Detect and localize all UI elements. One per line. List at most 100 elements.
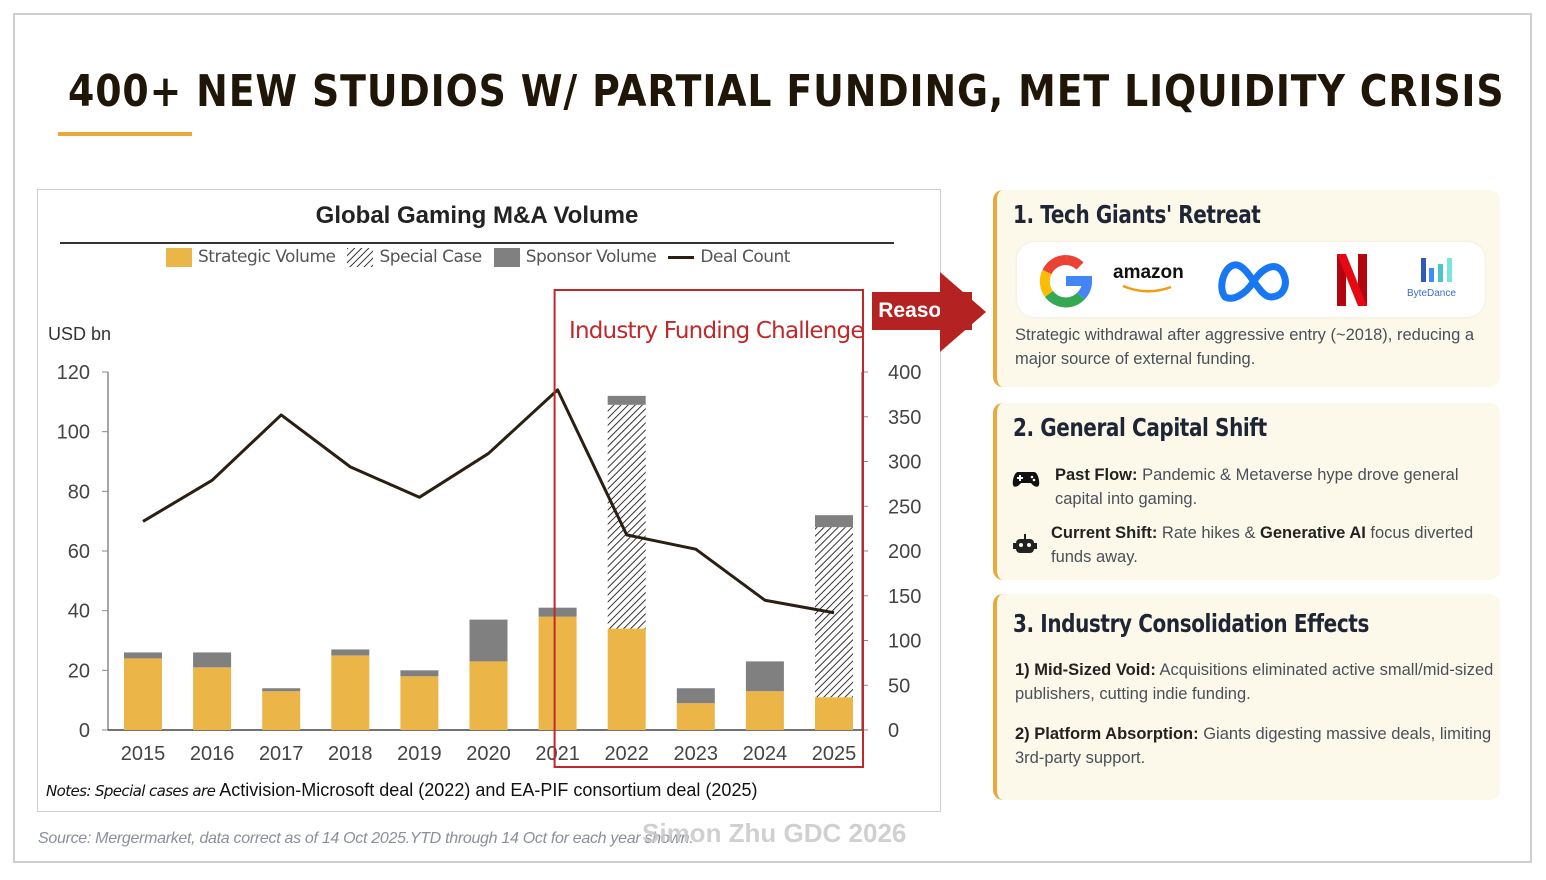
bar-strategic-volume bbox=[400, 676, 439, 730]
x-tick-label: 2021 bbox=[535, 743, 580, 765]
legend-strategic: Strategic Volume bbox=[166, 247, 336, 267]
y-tick-label: 120 bbox=[57, 362, 90, 384]
bar-sponsor-volume bbox=[400, 670, 439, 677]
card-tech-giants: 1. Tech Giants' Retreat amazon ByteDance… bbox=[993, 190, 1500, 387]
robot-icon bbox=[1013, 534, 1037, 553]
x-tick-label: 2024 bbox=[743, 743, 788, 765]
title-underline bbox=[58, 132, 192, 136]
netflix-logo bbox=[1337, 254, 1367, 306]
y2-tick-label: 400 bbox=[888, 362, 921, 384]
item-text: Giants digesting massive deals, limiting… bbox=[1015, 725, 1492, 767]
y-tick-label: 100 bbox=[57, 422, 90, 444]
bytedance-label: ByteDance bbox=[1407, 288, 1456, 299]
card-title: 3. Industry Consolidation Effects bbox=[1013, 609, 1369, 638]
bar-strategic-volume bbox=[745, 691, 784, 730]
legend-label: Sponsor Volume bbox=[525, 247, 657, 267]
bar-strategic-volume bbox=[331, 655, 370, 730]
y-tick-label: 0 bbox=[79, 720, 90, 742]
item-highlight: Generative AI bbox=[1260, 524, 1366, 542]
bar-strategic-volume bbox=[124, 658, 162, 730]
chart-title: Global Gaming M&A Volume bbox=[315, 202, 639, 229]
arrow-right-icon bbox=[940, 272, 986, 352]
bar-sponsor-volume bbox=[676, 688, 715, 704]
slide-frame bbox=[13, 13, 1532, 863]
bar-strategic-volume bbox=[193, 667, 232, 730]
bar-strategic-volume bbox=[262, 691, 301, 730]
bar-sponsor-volume bbox=[193, 652, 232, 668]
card-capital-shift: 2. General Capital Shift Past Flow: Pand… bbox=[993, 403, 1500, 580]
y2-tick-label: 50 bbox=[888, 675, 910, 697]
chart-legend: Strategic Volume Special Case Sponsor Vo… bbox=[166, 247, 802, 267]
bar-sponsor-volume bbox=[124, 652, 162, 659]
x-tick-label: 2022 bbox=[604, 743, 649, 765]
y-tick-label: 40 bbox=[68, 601, 90, 623]
past-flow-text: Past Flow: Pandemic & Metaverse hype dro… bbox=[1055, 463, 1495, 511]
bar-sponsor-volume bbox=[815, 515, 853, 528]
platform-absorption-text: 2) Platform Absorption: Giants digesting… bbox=[1015, 722, 1497, 770]
x-tick-label: 2015 bbox=[121, 743, 166, 765]
notes-text: Activision-Microsoft deal (2022) and EA-… bbox=[215, 780, 758, 800]
x-tick-label: 2017 bbox=[259, 743, 304, 765]
amazon-smile-icon bbox=[1122, 284, 1172, 293]
item-label: Past Flow: bbox=[1055, 466, 1138, 484]
bar-strategic-volume bbox=[815, 697, 853, 730]
y2-tick-label: 100 bbox=[888, 631, 921, 653]
item-label: 1) Mid-Sized Void: bbox=[1015, 661, 1156, 679]
y-tick-label: 80 bbox=[68, 481, 90, 503]
y-axis-label: USD bn bbox=[48, 324, 112, 344]
logo-strip: amazon ByteDance bbox=[1017, 242, 1485, 317]
x-tick-label: 2020 bbox=[466, 743, 511, 765]
watermark: Simon Zhu GDC 2026 bbox=[642, 818, 907, 848]
y2-tick-label: 300 bbox=[888, 452, 921, 474]
bar-sponsor-volume bbox=[469, 619, 508, 662]
legend-swatch bbox=[166, 247, 192, 267]
gamepad-icon bbox=[1012, 472, 1040, 487]
item-text: Rate hikes & bbox=[1157, 524, 1261, 542]
legend-label: Deal Count bbox=[700, 247, 790, 267]
highlight-box bbox=[553, 289, 864, 768]
highlight-label: Industry Funding Challenge bbox=[569, 318, 865, 344]
y-tick-label: 20 bbox=[68, 660, 90, 682]
x-tick-label: 2019 bbox=[397, 743, 442, 765]
x-tick-label: 2023 bbox=[674, 743, 719, 765]
bar-strategic-volume bbox=[469, 661, 508, 730]
bar-strategic-volume bbox=[538, 616, 577, 730]
notes-prefix: Notes: Special cases are bbox=[46, 782, 216, 800]
x-tick-label: 2018 bbox=[328, 743, 373, 765]
item-text: focus diverted funds away. bbox=[1051, 524, 1474, 566]
bar-strategic-volume bbox=[676, 703, 715, 730]
meta-logo bbox=[1218, 261, 1289, 302]
item-text: Pandemic & Metaverse hype drove general … bbox=[1055, 466, 1459, 508]
y2-tick-label: 150 bbox=[888, 586, 921, 608]
legend-sponsor: Sponsor Volume bbox=[493, 247, 657, 267]
bar-sponsor-volume bbox=[262, 688, 301, 692]
bar-strategic-volume bbox=[607, 628, 646, 730]
chart-panel bbox=[37, 189, 941, 812]
legend-label: Special Case bbox=[379, 247, 482, 267]
bar-sponsor-volume bbox=[538, 607, 577, 617]
legend-swatch bbox=[493, 247, 520, 267]
mid-sized-void-text: 1) Mid-Sized Void: Acquisitions eliminat… bbox=[1015, 658, 1497, 706]
item-label: 2) Platform Absorption: bbox=[1015, 725, 1199, 743]
bar-sponsor-volume bbox=[607, 395, 646, 405]
item-text: Acquisitions eliminated active small/mid… bbox=[1015, 661, 1494, 703]
y2-tick-label: 0 bbox=[888, 720, 899, 742]
slide-title: 400+ NEW STUDIOS W/ PARTIAL FUNDING, MET… bbox=[68, 66, 1505, 117]
y2-tick-label: 200 bbox=[888, 541, 921, 563]
legend-label: Strategic Volume bbox=[198, 247, 336, 267]
deal-count-line bbox=[142, 388, 835, 615]
source-note: Source: Mergermarket, data correct as of… bbox=[38, 830, 694, 847]
legend-special: Special Case bbox=[347, 247, 482, 267]
card-consolidation: 3. Industry Consolidation Effects 1) Mid… bbox=[993, 594, 1500, 800]
bar-special-case bbox=[607, 404, 646, 629]
y2-tick-label: 350 bbox=[888, 407, 921, 429]
card-title: 1. Tech Giants' Retreat bbox=[1013, 200, 1261, 229]
legend-swatch bbox=[347, 247, 374, 267]
x-tick-label: 2025 bbox=[812, 743, 857, 765]
legend-deal-count: Deal Count bbox=[668, 247, 790, 267]
chart-title-rule bbox=[60, 242, 894, 244]
google-logo bbox=[1039, 254, 1092, 308]
amazon-logo: amazon bbox=[1113, 262, 1184, 283]
y2-tick-label: 250 bbox=[888, 496, 921, 518]
